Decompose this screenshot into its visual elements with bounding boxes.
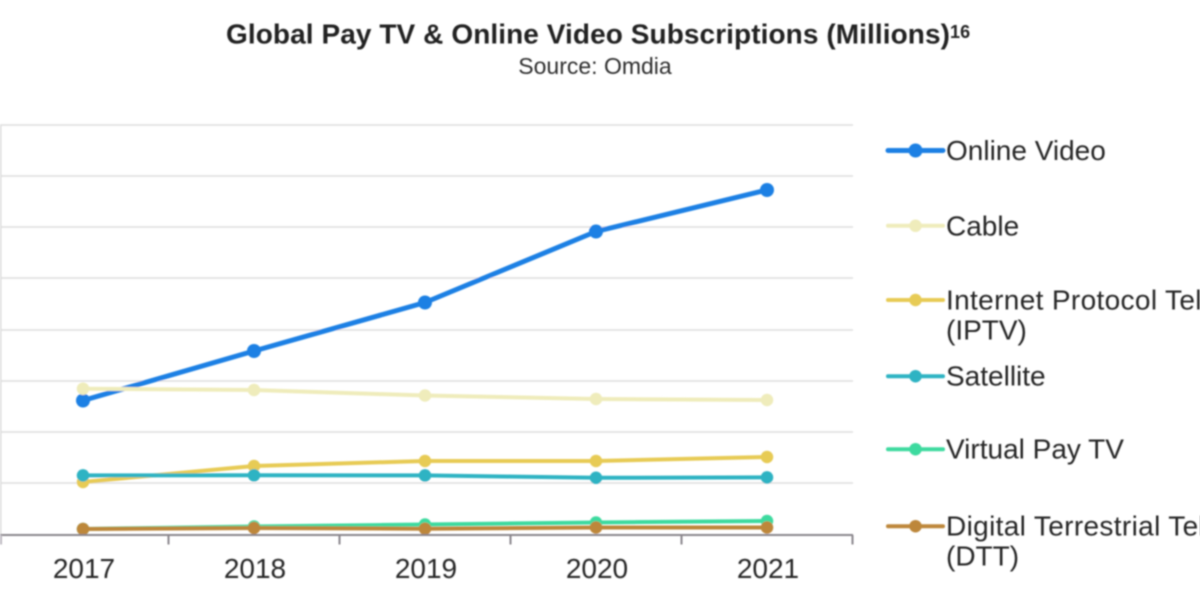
svg-text:(IPTV): (IPTV) bbox=[946, 315, 1027, 346]
svg-text:Source: Omdia: Source: Omdia bbox=[518, 53, 672, 79]
svg-text:2018: 2018 bbox=[224, 553, 286, 584]
svg-text:Satellite: Satellite bbox=[946, 361, 1046, 392]
svg-text:2021: 2021 bbox=[737, 553, 799, 584]
svg-text:Digital Terrestrial Television: Digital Terrestrial Television bbox=[946, 511, 1200, 542]
svg-text:2017: 2017 bbox=[53, 553, 115, 584]
svg-text:Global Pay TV & Online Video S: Global Pay TV & Online Video Subscriptio… bbox=[226, 19, 970, 50]
svg-text:Cable: Cable bbox=[946, 210, 1019, 241]
svg-text:Online Video: Online Video bbox=[946, 135, 1106, 166]
svg-text:Virtual Pay TV: Virtual Pay TV bbox=[946, 434, 1124, 465]
svg-text:2020: 2020 bbox=[566, 553, 628, 584]
svg-text:2019: 2019 bbox=[395, 553, 457, 584]
svg-text:Internet Protocol Television: Internet Protocol Television bbox=[946, 285, 1200, 316]
svg-text:(DTT): (DTT) bbox=[946, 541, 1019, 572]
